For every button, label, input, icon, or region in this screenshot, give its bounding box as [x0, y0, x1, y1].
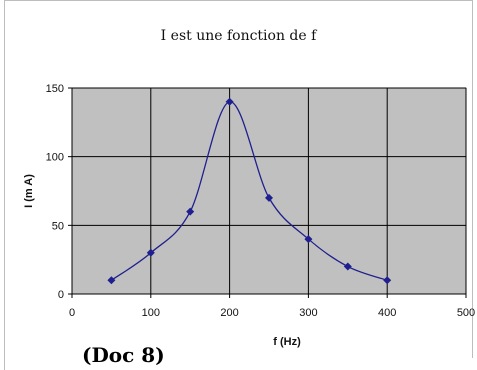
plot-area: [71, 87, 467, 295]
x-tick-label-1: 100: [142, 307, 160, 319]
y-tick-label-2: 100: [46, 152, 64, 164]
frame-left-edge: [4, 0, 5, 370]
series-0-point-7: [383, 276, 392, 285]
series-0-line: [111, 101, 388, 281]
doc-caption: (Doc 8): [82, 343, 165, 367]
y-axis-label: I (m A): [23, 174, 35, 208]
chart-title: I est une fonction de f: [160, 28, 317, 44]
y-tick-label-3: 150: [46, 83, 64, 95]
x-tick-label-5: 500: [457, 307, 475, 319]
series-0-point-0: [107, 276, 116, 285]
series-0-point-2: [186, 207, 195, 216]
series-0-point-4: [265, 193, 273, 202]
series-0-point-1: [146, 248, 155, 257]
y-tick-label-0: 0: [58, 289, 64, 301]
y-tick-label-1: 50: [52, 220, 64, 232]
x-tick-label-0: 0: [69, 307, 75, 319]
series-0-point-5: [304, 235, 313, 244]
x-tick-label-4: 400: [378, 307, 396, 319]
series-0-point-6: [343, 262, 352, 271]
series-0-point-3: [225, 97, 234, 106]
x-tick-label-2: 200: [220, 307, 238, 319]
x-tick-label-3: 300: [299, 307, 317, 319]
x-axis-label: f (Hz): [273, 336, 301, 348]
